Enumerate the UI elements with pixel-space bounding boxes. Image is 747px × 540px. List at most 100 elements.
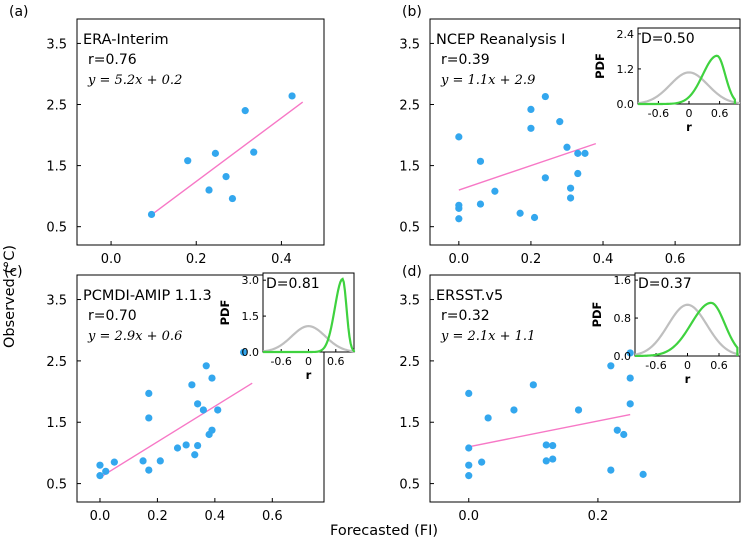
data-point [529,381,537,389]
null-pdf-curve [637,71,741,105]
y-tick-label: 0.5 [399,221,420,236]
data-point [527,105,535,113]
data-point [639,470,647,478]
data-point [549,455,557,463]
y-tick-label: 1.5 [46,416,67,431]
inset-x-tick-label: 0 [686,107,693,120]
x-tick-label: 0.2 [521,252,542,267]
data-point [478,458,486,466]
inset-frame [634,272,741,357]
data-point [228,194,237,203]
x-tick-label: 0.4 [593,252,614,267]
data-point [173,444,182,452]
inset-y-tick-label: 2.4 [617,28,635,41]
inset-x-label: r [306,368,312,382]
panel-c: (c) 0.0 0.2 0.4 0.6 0.5 1.5 2.5 3.5 PCMDI-AMIP 1.… [4,264,356,524]
inset-pdf: -0.6 0 0.6 0.0 1.2 2.4 D=0.50 PDF r [593,27,741,134]
data-point [102,467,110,475]
dataset-name: NCEP Reanalysis I [436,32,565,48]
panel-label: (b) [402,4,422,20]
data-point [566,194,575,202]
data-point [607,466,615,474]
observed-pdf-curve [263,277,356,354]
data-point [465,461,473,469]
inset-y-label: PDF [218,300,232,326]
data-point [188,381,196,389]
data-point [541,92,549,101]
data-point [288,92,296,100]
data-point [250,148,258,156]
panel-label: (a) [9,4,29,20]
x-tick-label: 0.2 [186,252,207,267]
inset-pdf: -0.6 0 0.6 0.0 1.5 3.0 D=0.81 PDF r [218,272,356,382]
y-tick-label: 0.5 [46,478,67,493]
data-point [239,348,248,356]
axes-frame [76,18,325,246]
data-point [566,184,575,192]
data-point [510,406,518,414]
y-tick-label: 2.5 [46,355,67,370]
inset-x-tick-label: 0 [684,359,691,372]
data-point [556,118,564,126]
data-point [194,400,202,408]
inset-pdf: -0.6 0 0.6 0.0 0.8 1.6 D=0.37 PDF r [590,272,741,386]
data-point [455,204,463,212]
inset-x-tick-label: -0.6 [648,107,669,120]
data-point [222,172,230,181]
data-point [191,451,199,459]
y-tick-label: 1.5 [46,160,67,175]
data-point [455,215,463,223]
inset-y-tick-label: 3.0 [242,274,260,287]
inset-x-tick-label: 0 [305,355,312,368]
y-tick-label: 3.5 [46,294,67,309]
null-pdf-curve [634,303,741,356]
axes-frame [76,274,325,503]
data-point [465,472,473,480]
data-point [147,210,156,219]
y-tick-label: 2.5 [399,355,420,370]
dataset-name: ERSST.v5 [436,288,503,304]
dataset-name: PCMDI-AMIP 1.1.3 [83,288,212,304]
regression-line [153,101,304,214]
data-point [194,441,202,450]
regression-line [458,142,597,191]
y-tick-label: 3.5 [399,294,420,309]
y-tick-label: 1.5 [399,160,420,175]
data-point [626,349,634,357]
data-point [476,200,485,208]
axes-frame [429,18,741,246]
observed-pdf-curve [634,301,739,358]
data-point [182,441,190,449]
data-point [626,374,634,382]
data-point [465,389,473,398]
null-pdf-curve [262,325,355,353]
inset-x-tick-label: -0.6 [270,355,291,368]
data-point [607,362,615,370]
y-tick-label: 3.5 [399,37,420,52]
dataset-name: ERA-Interim [83,32,169,48]
data-point [205,186,213,194]
data-point [484,414,492,422]
data-point [541,174,549,182]
data-point [145,414,153,422]
data-point [516,209,524,217]
inset-x-label: r [685,372,691,386]
axes-frame [429,274,741,503]
y-tick-label: 2.5 [46,99,67,114]
inset-y-tick-label: 0.0 [614,350,632,363]
data-point [202,362,210,370]
regression-equation: y = 2.1x + 1.1 [440,329,535,344]
data-point [542,441,550,449]
x-tick-label: 0.6 [262,509,283,524]
data-point [465,444,473,452]
regression-line [468,413,631,448]
y-tick-label: 2.5 [399,99,420,114]
data-point [208,426,216,434]
inset-y-tick-label: 1.6 [614,274,632,287]
data-point [491,187,499,195]
data-point [211,149,220,157]
data-point [96,472,104,480]
correlation-value: r=0.70 [88,308,137,324]
data-point [214,406,222,414]
